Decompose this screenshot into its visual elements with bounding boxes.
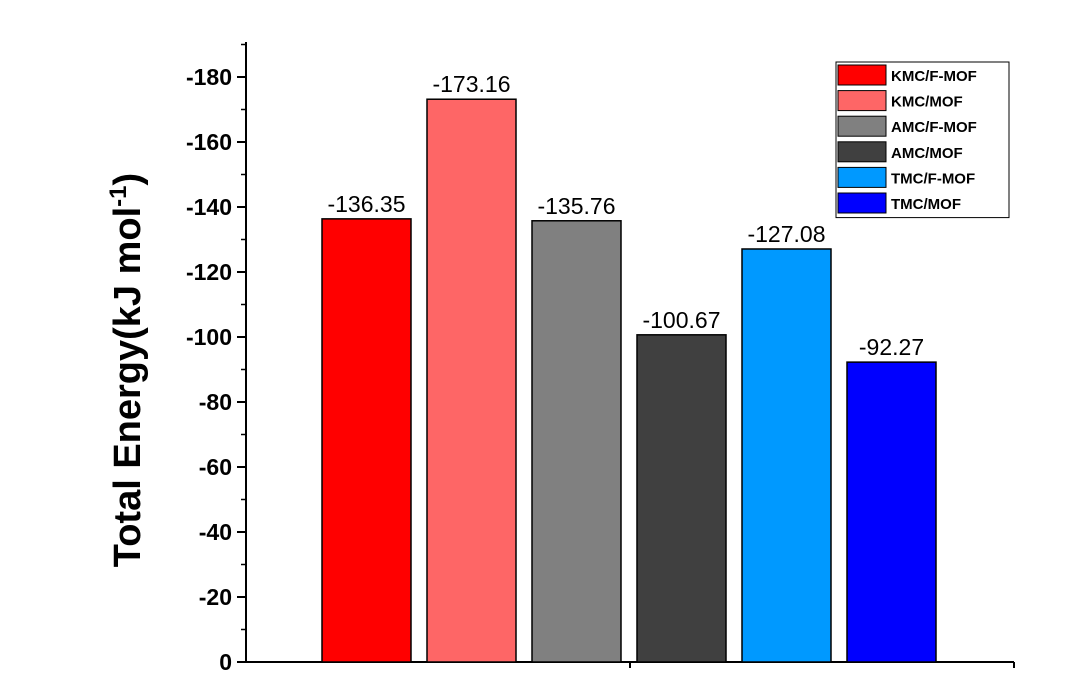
axes: 0 -20 -40 -60 -80 -100 -120 -140 -160 -180 xyxy=(186,42,1015,675)
y-tick-label: -80 xyxy=(199,389,232,415)
bar xyxy=(531,220,622,663)
y-tick-label: 0 xyxy=(219,649,232,675)
legend-swatch xyxy=(837,64,887,86)
bar xyxy=(846,361,937,663)
y-tick-label: -120 xyxy=(186,259,232,285)
legend-label: TMC/F-MOF xyxy=(891,170,975,187)
y-tick-label: -60 xyxy=(199,454,232,480)
bars xyxy=(321,98,937,663)
y-tick-label: -40 xyxy=(199,519,232,545)
y-tick-label: -160 xyxy=(186,129,232,155)
y-axis-label-close: ) xyxy=(107,173,149,186)
legend-swatch xyxy=(837,192,887,214)
bar xyxy=(321,218,412,663)
legend-label: KMC/MOF xyxy=(891,94,963,111)
bar xyxy=(426,98,517,663)
bar-value-label: -127.08 xyxy=(747,221,825,247)
legend-swatch xyxy=(837,90,887,112)
legend-swatch xyxy=(837,115,887,137)
y-tick-label: -140 xyxy=(186,194,232,220)
legend-label: TMC/MOF xyxy=(891,196,961,213)
legend-label: AMC/MOF xyxy=(891,145,963,162)
bar-value-label: -100.67 xyxy=(642,307,720,333)
data-labels: -136.35 -173.16 -135.76 -100.67 -127.08 -92.2… xyxy=(327,71,924,360)
y-axis-label-superscript: -1 xyxy=(105,185,132,206)
y-axis-label-main: Total Energy(kJ mol xyxy=(107,207,149,567)
y-tick-label: -20 xyxy=(199,584,232,610)
legend-label: AMC/F-MOF xyxy=(891,119,977,136)
y-axis-label: Total Energy(kJ mol-1) xyxy=(105,173,149,567)
legend-box xyxy=(835,61,1010,219)
bar-value-label: -135.76 xyxy=(537,193,615,219)
bar xyxy=(741,248,832,663)
legend-label: KMC/F-MOF xyxy=(891,68,977,85)
bar xyxy=(636,334,727,663)
y-tick-label: -100 xyxy=(186,324,232,350)
bar-value-label: -92.27 xyxy=(859,334,924,360)
legend-swatch xyxy=(837,166,887,188)
legend-swatch xyxy=(837,141,887,163)
bar-value-label: -173.16 xyxy=(432,71,510,97)
legend: KMC/F-MOF KMC/MOF AMC/F-MOF AMC/MOF TMC/F-MO… xyxy=(835,61,1010,219)
bar-value-label: -136.35 xyxy=(327,191,405,217)
y-tick-label: -180 xyxy=(186,64,232,90)
